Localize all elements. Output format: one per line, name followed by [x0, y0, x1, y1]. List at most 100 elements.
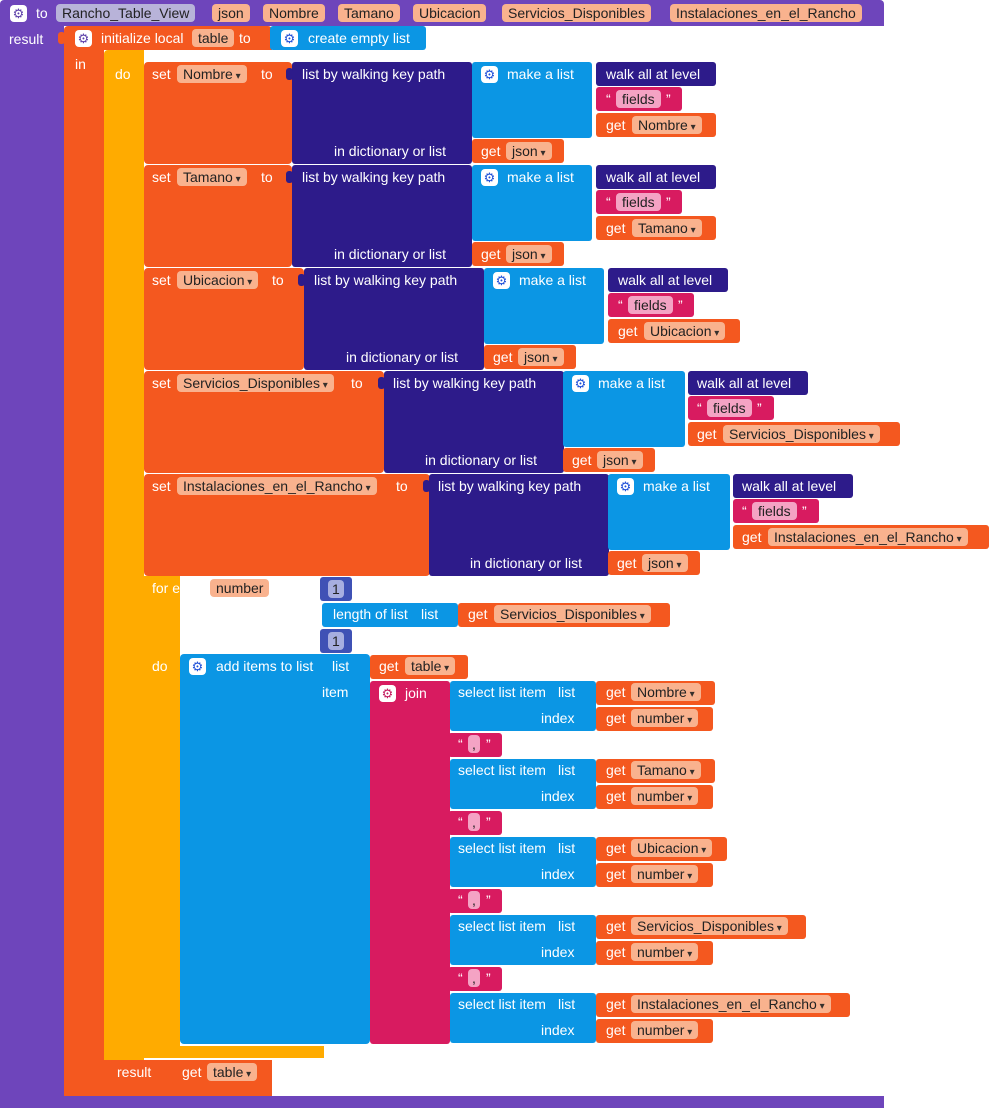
length-of-list-label: length of list [333, 606, 408, 622]
make-list-gear-icon[interactable] [481, 168, 498, 187]
set-label: set [152, 375, 171, 391]
select-label: select list item [458, 684, 546, 700]
separator-value[interactable]: , [468, 891, 480, 909]
get-json-dropdown[interactable]: json [506, 142, 552, 160]
get-var-dropdown[interactable]: Ubicacion [644, 322, 726, 340]
get-table-dropdown[interactable]: table [405, 657, 456, 675]
select-list-item-block[interactable] [450, 915, 596, 965]
set-label: set [152, 169, 171, 185]
in-dict-label: in dictionary or list [334, 246, 447, 262]
get-index-dropdown[interactable]: number [631, 1021, 699, 1039]
get-final-table-dropdown[interactable]: table [207, 1063, 258, 1081]
set-var-dropdown[interactable]: Instalaciones_en_el_Rancho [177, 477, 377, 495]
set-to-label: to [272, 272, 284, 288]
add-items-block[interactable] [180, 654, 370, 1044]
param-nombre[interactable]: Nombre [263, 4, 325, 22]
get-select-var-dropdown[interactable]: Ubicacion [631, 839, 713, 857]
from-number-value[interactable]: 1 [328, 580, 344, 598]
param-ubicacion[interactable]: Ubicacion [413, 4, 487, 22]
make-list-gear-icon[interactable] [481, 65, 498, 84]
select-list-item-block[interactable] [450, 993, 596, 1043]
get-label: get [606, 788, 626, 804]
get-select-var-dropdown[interactable]: Tamano [631, 761, 701, 779]
join-gear-icon[interactable] [379, 684, 396, 703]
get-json-dropdown[interactable]: json [506, 245, 552, 263]
walk-all-block[interactable] [596, 165, 716, 189]
procedure-mutator-gear-icon[interactable] [10, 4, 27, 23]
walk-label: list by walking key path [302, 66, 446, 82]
get-var-dropdown[interactable]: Instalaciones_en_el_Rancho [768, 528, 968, 546]
get-label: get [606, 220, 626, 236]
walk-key-path-block[interactable] [292, 62, 472, 164]
fields-text-value[interactable]: fields [616, 193, 661, 211]
walk-all-block[interactable] [733, 474, 853, 498]
walk-output-notch [286, 68, 293, 80]
fields-text-value[interactable]: fields [707, 399, 752, 417]
select-list-word: list [558, 996, 576, 1012]
select-list-item-block[interactable] [450, 681, 596, 731]
set-var-dropdown[interactable]: Servicios_Disponibles [177, 374, 334, 392]
separator-value[interactable]: , [468, 735, 480, 753]
get-var-dropdown[interactable]: Tamano [632, 219, 702, 237]
add-items-gear-icon[interactable] [189, 657, 206, 676]
get-index-dropdown[interactable]: number [631, 787, 699, 805]
get-json-dropdown[interactable]: json [597, 451, 643, 469]
set-var-dropdown[interactable]: Tamano [177, 168, 247, 186]
param-json[interactable]: json [212, 4, 250, 22]
get-select-var-dropdown[interactable]: Servicios_Disponibles [631, 917, 788, 935]
do-block[interactable] [104, 50, 144, 1060]
make-list-gear-icon[interactable] [572, 374, 589, 393]
fields-text-value[interactable]: fields [616, 90, 661, 108]
get-json-dropdown[interactable]: json [642, 554, 688, 572]
get-json-dropdown[interactable]: json [518, 348, 564, 366]
get-select-var-dropdown[interactable]: Nombre [631, 683, 701, 701]
param-tamano[interactable]: Tamano [338, 4, 400, 22]
set-var-dropdown[interactable]: Nombre [177, 65, 247, 83]
param-servicios[interactable]: Servicios_Disponibles [502, 4, 651, 22]
for-each-to-label: to [292, 606, 304, 622]
make-list-gear-icon[interactable] [617, 477, 634, 496]
walk-key-path-block[interactable] [384, 371, 564, 473]
walk-all-block[interactable] [596, 62, 716, 86]
get-select-var-dropdown[interactable]: Instalaciones_en_el_Rancho [631, 995, 831, 1013]
select-list-item-block[interactable] [450, 837, 596, 887]
join-block[interactable] [370, 681, 450, 1044]
set-to-label: to [261, 169, 273, 185]
make-list-gear-icon[interactable] [493, 271, 510, 290]
get-label: get [606, 918, 626, 934]
length-of-list-block[interactable] [322, 603, 458, 627]
walk-key-path-block[interactable] [304, 268, 484, 370]
init-var-table[interactable]: table [192, 29, 235, 47]
init-mutator-gear-icon[interactable] [75, 29, 92, 48]
get-label: get [606, 866, 626, 882]
separator-value[interactable]: , [468, 813, 480, 831]
select-index-label: index [541, 710, 575, 726]
separator-value[interactable]: , [468, 969, 480, 987]
in-dict-label: in dictionary or list [425, 452, 538, 468]
procedure-name-field[interactable]: Rancho_Table_View [56, 4, 196, 22]
initialize-local-block[interactable] [64, 26, 272, 50]
fields-text-value[interactable]: fields [628, 296, 673, 314]
make-list-label: make a list [507, 66, 574, 82]
for-each-var[interactable]: number [210, 579, 270, 597]
walk-all-block[interactable] [608, 268, 728, 292]
set-var-dropdown[interactable]: Ubicacion [177, 271, 259, 289]
walk-key-path-block[interactable] [292, 165, 472, 267]
walk-key-path-block[interactable] [429, 474, 609, 576]
get-length-var-dropdown[interactable]: Servicios_Disponibles [494, 605, 651, 623]
walk-label: list by walking key path [302, 169, 446, 185]
get-var-dropdown[interactable]: Servicios_Disponibles [723, 425, 880, 443]
get-index-dropdown[interactable]: number [631, 709, 699, 727]
make-list-label: make a list [507, 169, 574, 185]
by-number-value[interactable]: 1 [328, 632, 344, 650]
create-empty-list-gear-icon[interactable] [281, 29, 298, 48]
get-var-dropdown[interactable]: Nombre [632, 116, 702, 134]
select-list-item-block[interactable] [450, 759, 596, 809]
get-index-dropdown[interactable]: number [631, 865, 699, 883]
fields-text-value[interactable]: fields [752, 502, 797, 520]
walk-all-block[interactable] [688, 371, 808, 395]
join-label: join [405, 685, 427, 701]
quote-close: ” [757, 400, 762, 416]
param-instalaciones[interactable]: Instalaciones_en_el_Rancho [670, 4, 862, 22]
get-index-dropdown[interactable]: number [631, 943, 699, 961]
